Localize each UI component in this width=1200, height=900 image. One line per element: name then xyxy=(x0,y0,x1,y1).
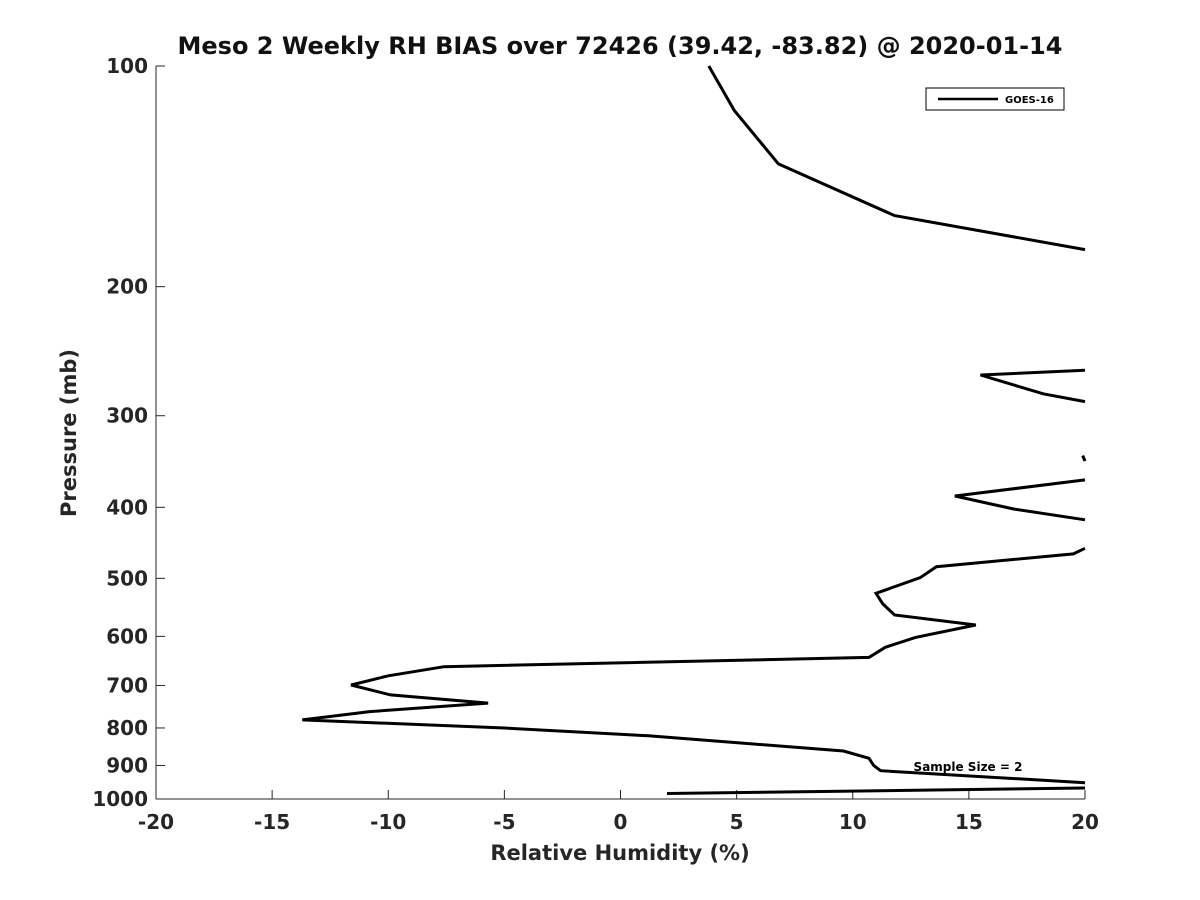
y-axis: 100 200 300 400 500 600 700 800 900 1000 xyxy=(92,54,165,811)
x-tick-label: 10 xyxy=(839,810,867,834)
x-tick-label: 20 xyxy=(1071,810,1099,834)
series-line-segment xyxy=(980,368,1086,404)
y-tick-label: 100 xyxy=(106,54,148,78)
y-tick-label: 900 xyxy=(106,753,148,777)
legend-entry-goes-16: GOES-16 xyxy=(1005,95,1054,106)
plot-background xyxy=(156,66,1085,799)
y-tick-label: 800 xyxy=(106,716,148,740)
y-tick-label: 200 xyxy=(106,275,148,299)
x-axis: -20 -15 -10 -5 0 5 10 15 20 xyxy=(138,790,1099,834)
x-tick-label: -15 xyxy=(254,810,290,834)
y-axis-label: Pressure (mb) xyxy=(57,349,81,517)
x-tick-label: 5 xyxy=(730,810,744,834)
y-tick-label: 1000 xyxy=(92,787,148,811)
series-line-segment xyxy=(666,786,1086,795)
x-tick-label: -20 xyxy=(138,810,174,834)
y-tick-label: 400 xyxy=(106,495,148,519)
y-tick-label: 700 xyxy=(106,673,148,697)
x-axis-label: Relative Humidity (%) xyxy=(490,841,749,865)
chart-title: Meso 2 Weekly RH BIAS over 72426 (39.42,… xyxy=(178,32,1063,60)
y-tick-label: 500 xyxy=(106,566,148,590)
legend: GOES-16 xyxy=(925,87,1065,111)
x-tick-label: -5 xyxy=(493,810,515,834)
series-line-segment xyxy=(1081,455,1087,462)
plot-area xyxy=(156,66,1085,799)
x-tick-label: 15 xyxy=(955,810,983,834)
y-tick-label: 600 xyxy=(106,624,148,648)
series-line-segment xyxy=(302,546,1086,785)
sample-size-annotation: Sample Size = 2 xyxy=(914,760,1023,774)
series-group xyxy=(302,65,1087,795)
x-tick-label: -10 xyxy=(370,810,406,834)
series-line-segment xyxy=(954,478,1086,522)
series-line-segment xyxy=(707,65,1086,252)
y-tick-label: 300 xyxy=(106,404,148,428)
x-tick-label: 0 xyxy=(614,810,628,834)
